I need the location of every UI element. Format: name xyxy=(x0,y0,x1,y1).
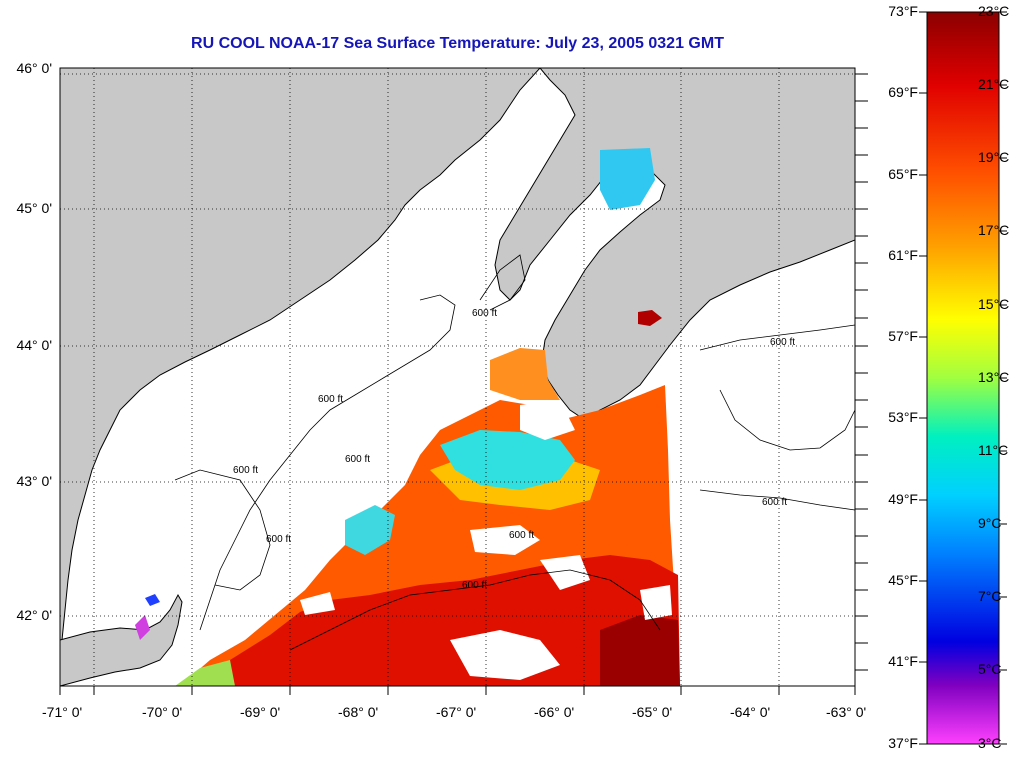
colorbar-ticks xyxy=(919,11,1007,745)
colorbar-c-label: 5°C xyxy=(978,661,1002,677)
colorbar-c-label: 11°C xyxy=(978,442,1009,458)
colorbar-f-label: 37°F xyxy=(888,735,918,751)
contour-label: 600 ft xyxy=(770,337,795,348)
contour-label: 600 ft xyxy=(472,308,497,319)
land-cape-cod xyxy=(60,593,183,686)
colorbar-c-label: 13°C xyxy=(978,369,1010,385)
colorbar-c-label: 23°C xyxy=(978,3,1010,19)
cloud-hole-1 xyxy=(470,525,540,555)
lon-label: -68° 0' xyxy=(338,704,379,720)
colorbar-c-label: 7°C xyxy=(978,588,1002,604)
sst-hot-region xyxy=(190,555,680,686)
colorbar-c-label: 3°C xyxy=(978,735,1002,751)
colorbar-f-label: 57°F xyxy=(888,328,918,344)
contour-600ft-3 xyxy=(699,324,855,351)
lon-label: -66° 0' xyxy=(534,704,575,720)
lat-label: 46° 0' xyxy=(16,60,52,76)
graticule xyxy=(60,68,855,686)
sst-green-patch xyxy=(175,660,235,686)
colorbar-f-label: 73°F xyxy=(888,3,918,19)
colorbar-c-label: 15°C xyxy=(978,296,1010,312)
lon-label: -64° 0' xyxy=(730,704,771,720)
lon-label: -71° 0' xyxy=(42,704,83,720)
sst-cool-patch-3 xyxy=(345,505,395,555)
contour-600ft-1 xyxy=(199,294,456,631)
lon-label: -63° 0' xyxy=(826,704,867,720)
contour-label: 600 ft xyxy=(266,534,291,545)
sst-darkred-patch xyxy=(600,615,680,686)
colorbar-f-label: 53°F xyxy=(888,409,918,425)
cloud-hole-4 xyxy=(640,585,672,620)
lon-label: -70° 0' xyxy=(142,704,183,720)
sst-cool-patch-2 xyxy=(600,148,655,210)
sst-patch-blue xyxy=(145,594,160,606)
lon-label: -69° 0' xyxy=(240,704,281,720)
colorbar-c-label: 21°C xyxy=(978,76,1010,92)
land-nova-scotia xyxy=(494,68,855,421)
axis-ticks xyxy=(59,73,868,695)
colorbar-f-label: 41°F xyxy=(888,653,918,669)
contour-600ft-2 xyxy=(289,569,661,651)
cloud-hole-5 xyxy=(300,592,335,615)
lat-label: 43° 0' xyxy=(16,473,52,489)
colorbar-f-label: 49°F xyxy=(888,491,918,507)
colorbar xyxy=(926,11,1000,745)
colorbar-f-label: 61°F xyxy=(888,247,918,263)
colorbar-f-label: 45°F xyxy=(888,572,918,588)
cloud-hole-3 xyxy=(540,555,590,590)
cloud-hole-6 xyxy=(520,400,575,440)
contour-600ft-6 xyxy=(479,254,526,311)
map-title: RU COOL NOAA-17 Sea Surface Temperature:… xyxy=(191,35,724,52)
map-border xyxy=(59,67,856,687)
colorbar-f-label: 65°F xyxy=(888,166,918,182)
lat-label: 44° 0' xyxy=(16,337,52,353)
contour-labels: 600 ft 600 ft 600 ft 600 ft 600 ft 600 f… xyxy=(233,308,795,591)
sst-cool-patch xyxy=(440,430,575,490)
sst-orange-patch-north xyxy=(490,348,560,400)
colorbar-c-label: 17°C xyxy=(978,222,1010,238)
cloud-hole-2 xyxy=(450,630,560,680)
contour-label: 600 ft xyxy=(318,394,343,405)
contour-label: 600 ft xyxy=(345,454,370,465)
contour-label: 600 ft xyxy=(762,497,787,508)
contour-label: 600 ft xyxy=(509,530,534,541)
colorbar-c-label: 19°C xyxy=(978,149,1010,165)
contour-label: 600 ft xyxy=(462,580,487,591)
lat-label: 45° 0' xyxy=(16,200,52,216)
lon-label: -67° 0' xyxy=(436,704,477,720)
contour-600ft-4 xyxy=(719,389,855,451)
contour-600ft-5 xyxy=(699,489,855,511)
contour-label: 600 ft xyxy=(233,465,258,476)
sst-patch-nova-scotia xyxy=(638,310,662,326)
contour-600ft-7 xyxy=(174,469,271,591)
lat-label: 42° 0' xyxy=(16,607,52,623)
colorbar-c-label: 9°C xyxy=(978,515,1002,531)
land-new-england xyxy=(60,68,541,686)
colorbar-f-label: 69°F xyxy=(888,84,918,100)
sst-patch-buzzards xyxy=(135,615,150,640)
lon-label: -65° 0' xyxy=(632,704,673,720)
